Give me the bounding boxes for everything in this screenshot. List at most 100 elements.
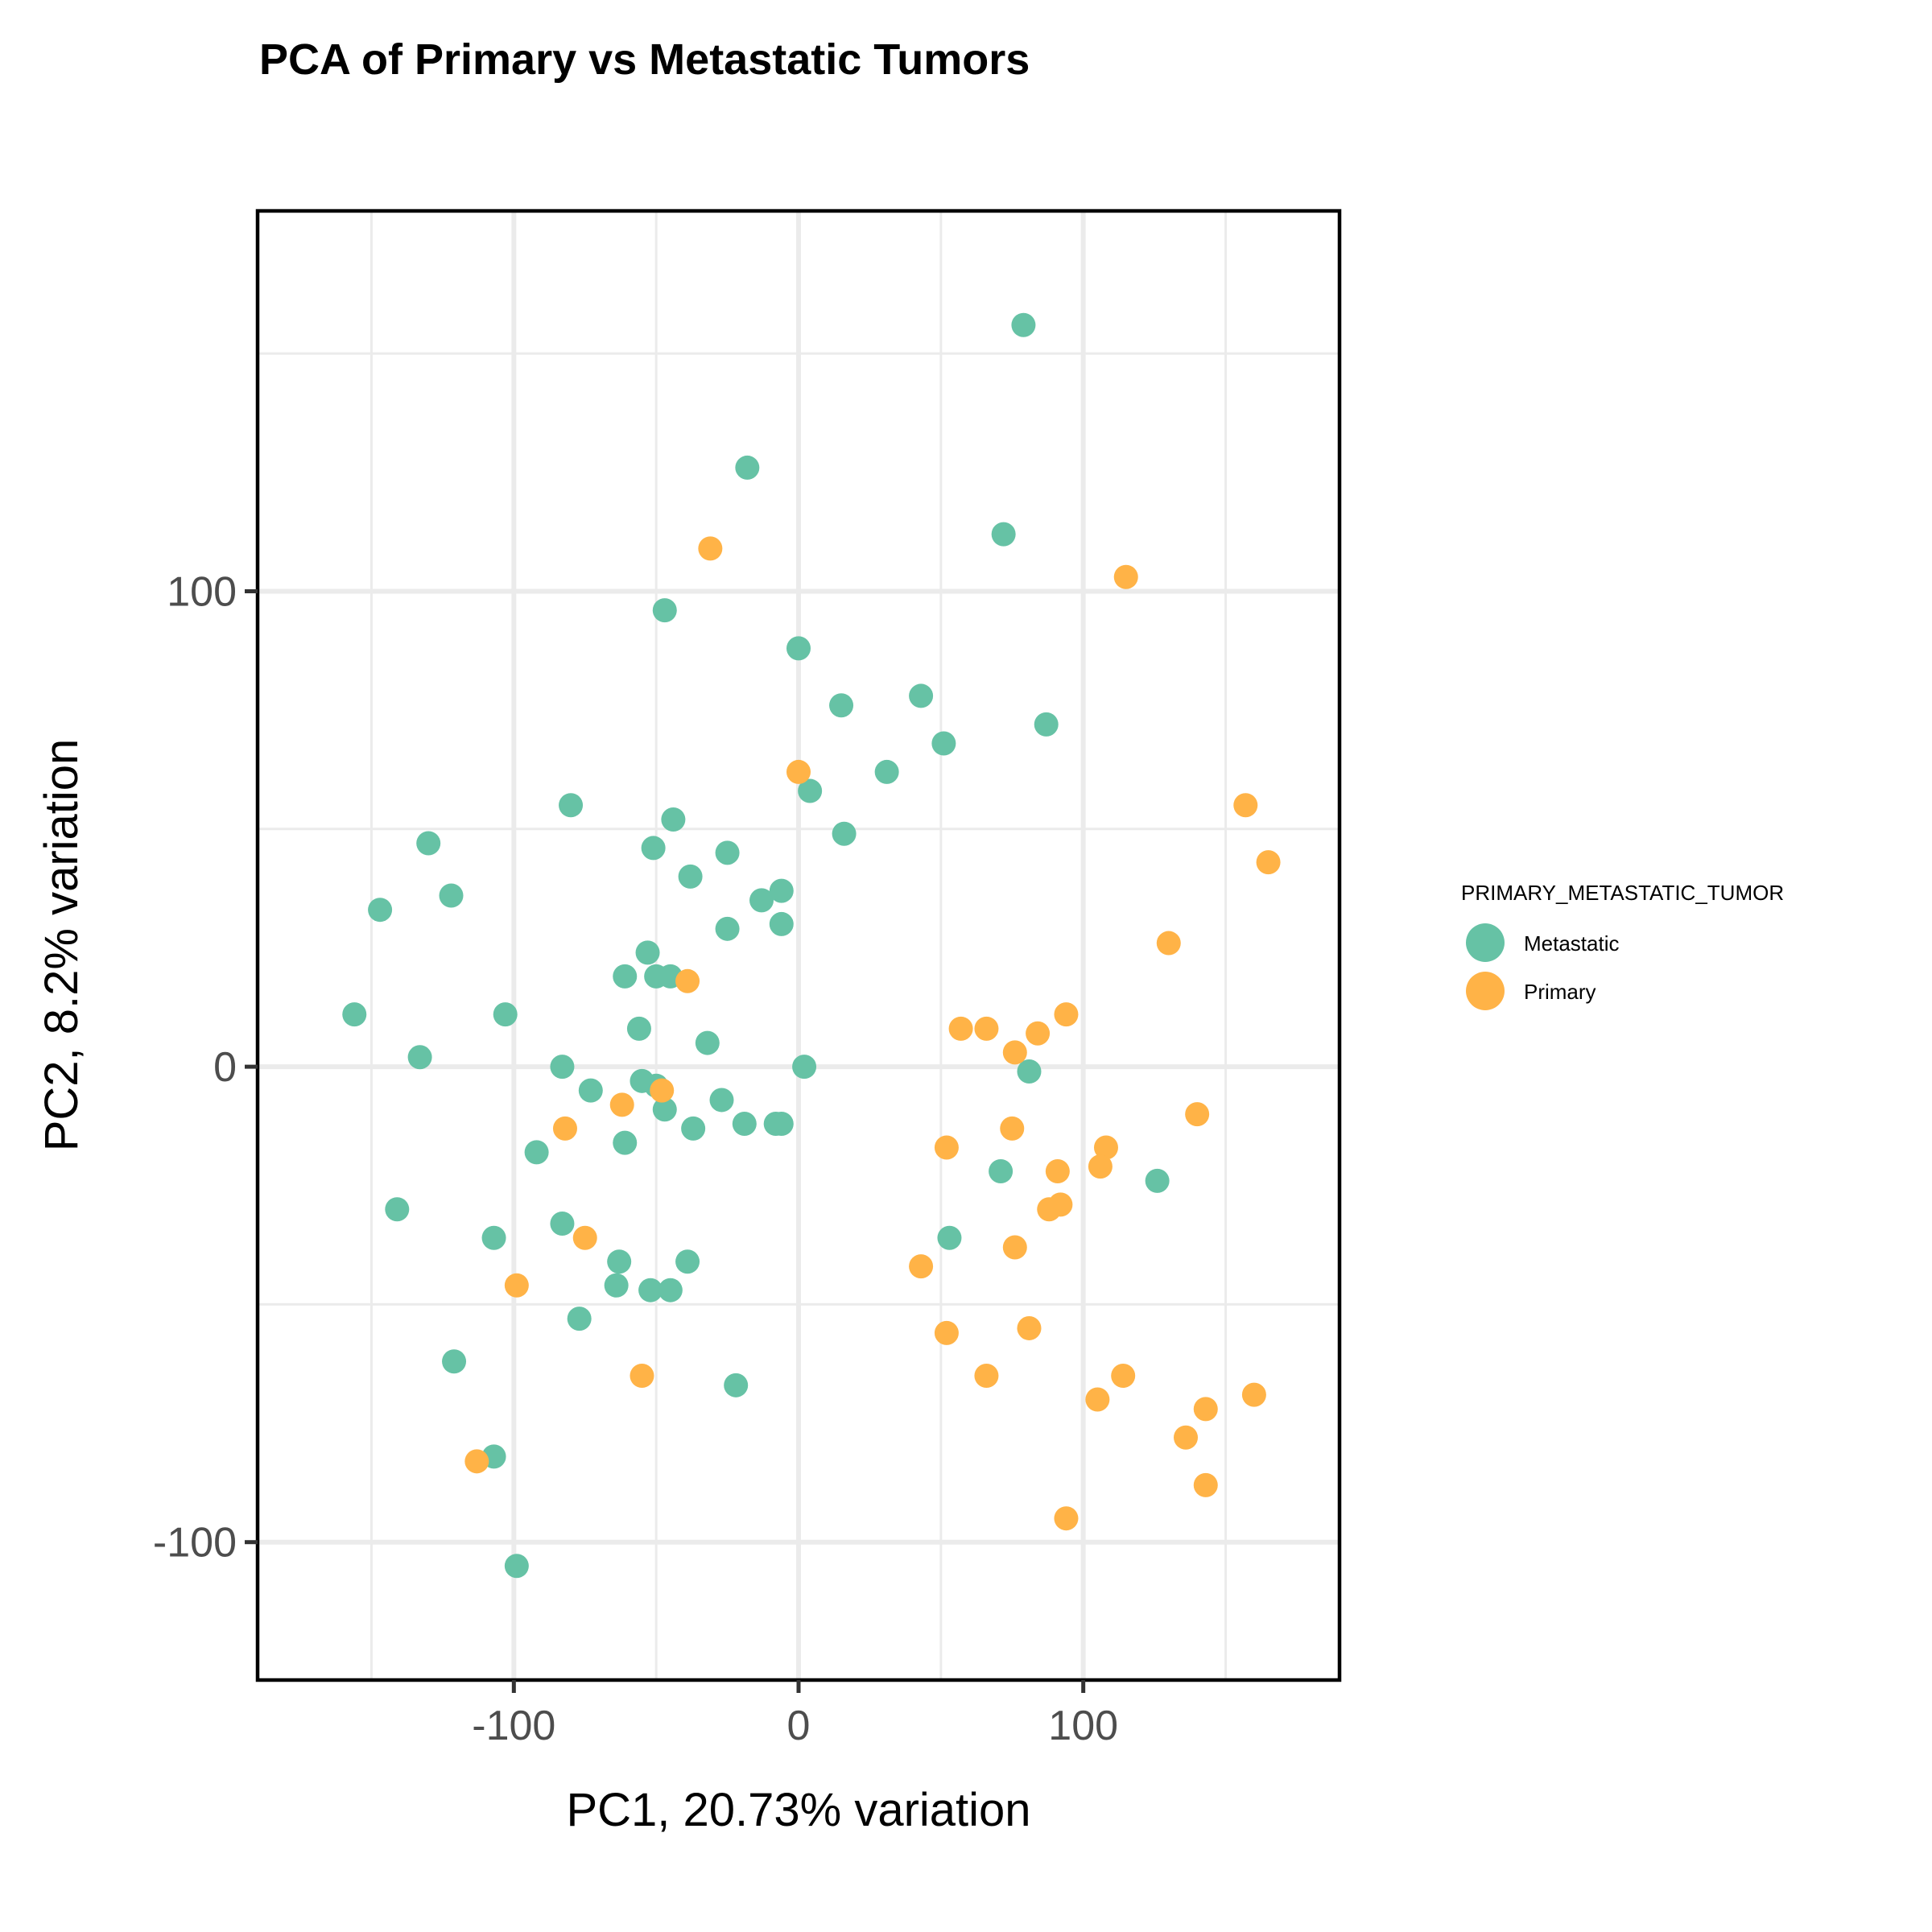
- point-metastatic: [407, 1045, 432, 1070]
- point-primary: [1256, 850, 1281, 875]
- point-primary: [630, 1364, 654, 1389]
- point-primary: [1000, 1116, 1025, 1141]
- legend-title: PRIMARY_METASTATIC_TUMOR: [1461, 881, 1784, 905]
- x-tick-label: -100: [472, 1703, 555, 1749]
- point-metastatic: [638, 1278, 663, 1302]
- point-primary: [609, 1092, 634, 1117]
- point-primary: [1045, 1159, 1070, 1184]
- point-primary: [909, 1254, 934, 1279]
- point-metastatic: [442, 1349, 467, 1374]
- point-metastatic: [613, 964, 638, 989]
- point-primary: [1037, 1197, 1062, 1222]
- point-metastatic: [559, 793, 584, 818]
- point-primary: [1093, 1135, 1118, 1160]
- point-metastatic: [874, 759, 899, 784]
- y-tick-label: -100: [153, 1520, 237, 1567]
- point-metastatic: [678, 864, 703, 889]
- point-metastatic: [342, 1002, 367, 1027]
- point-metastatic: [439, 883, 464, 908]
- point-metastatic: [829, 693, 854, 718]
- point-metastatic: [416, 831, 441, 856]
- point-primary: [1185, 1102, 1210, 1127]
- point-metastatic: [937, 1225, 962, 1250]
- point-metastatic: [786, 636, 811, 661]
- point-primary: [1026, 1021, 1051, 1046]
- point-metastatic: [991, 522, 1016, 547]
- point-metastatic: [735, 455, 760, 480]
- point-metastatic: [695, 1030, 720, 1055]
- point-primary: [1156, 931, 1181, 956]
- point-primary: [1054, 1506, 1079, 1531]
- point-metastatic: [604, 1273, 629, 1298]
- point-metastatic: [1145, 1168, 1170, 1193]
- point-primary: [464, 1449, 489, 1474]
- point-primary: [1233, 793, 1258, 818]
- point-metastatic: [792, 1055, 817, 1080]
- point-metastatic: [1017, 1059, 1042, 1084]
- legend: PRIMARY_METASTATIC_TUMOR Metastatic Prim…: [1461, 881, 1784, 1010]
- point-primary: [1193, 1472, 1218, 1497]
- legend-label-metastatic: Metastatic: [1524, 931, 1620, 956]
- point-primary: [650, 1078, 675, 1103]
- point-metastatic: [626, 1016, 651, 1041]
- point-metastatic: [909, 683, 934, 708]
- point-metastatic: [635, 940, 660, 965]
- point-primary: [1085, 1387, 1110, 1412]
- x-axis-title: PC1, 20.73% variation: [566, 1784, 1030, 1836]
- point-metastatic: [613, 1130, 638, 1155]
- point-metastatic: [798, 778, 823, 803]
- point-metastatic: [493, 1002, 518, 1027]
- point-metastatic: [504, 1554, 529, 1579]
- point-primary: [675, 968, 700, 993]
- point-metastatic: [675, 1249, 700, 1274]
- point-primary: [1088, 1154, 1113, 1179]
- point-primary: [786, 759, 811, 784]
- point-metastatic: [989, 1159, 1013, 1184]
- point-primary: [1241, 1382, 1266, 1407]
- x-tick-label: 100: [1048, 1703, 1118, 1749]
- point-metastatic: [661, 807, 686, 832]
- point-metastatic: [724, 1373, 749, 1397]
- point-metastatic: [769, 1111, 794, 1136]
- point-metastatic: [931, 731, 956, 756]
- point-primary: [552, 1116, 577, 1141]
- point-primary: [1174, 1425, 1199, 1450]
- point-metastatic: [732, 1111, 757, 1136]
- point-metastatic: [832, 821, 857, 846]
- point-metastatic: [607, 1249, 632, 1274]
- grid-lines: [258, 211, 1340, 1680]
- point-metastatic: [1011, 312, 1036, 337]
- point-primary: [974, 1016, 999, 1041]
- point-metastatic: [578, 1078, 603, 1103]
- legend-key-metastatic: [1466, 923, 1505, 962]
- y-tick-label: 100: [167, 568, 237, 615]
- point-primary: [934, 1320, 959, 1345]
- point-metastatic: [652, 1097, 677, 1122]
- point-primary: [1113, 564, 1138, 589]
- point-primary: [1054, 1002, 1079, 1027]
- point-primary: [974, 1364, 999, 1389]
- chart-title: PCA of Primary vs Metastatic Tumors: [259, 35, 1030, 84]
- point-primary: [934, 1135, 959, 1160]
- axis-ticks: -100 0 100 -100 0 100: [153, 568, 1118, 1749]
- point-metastatic: [1034, 712, 1059, 737]
- point-metastatic: [652, 598, 677, 623]
- legend-label-primary: Primary: [1524, 980, 1596, 1004]
- point-primary: [1002, 1040, 1027, 1065]
- point-metastatic: [715, 916, 740, 941]
- point-metastatic: [524, 1140, 549, 1165]
- point-metastatic: [368, 898, 393, 923]
- point-metastatic: [550, 1055, 575, 1080]
- data-points: [342, 312, 1281, 1579]
- legend-key-primary: [1466, 972, 1505, 1010]
- point-metastatic: [567, 1307, 592, 1331]
- point-primary: [1193, 1397, 1218, 1422]
- y-tick-label: 0: [213, 1044, 237, 1091]
- point-metastatic: [715, 840, 740, 865]
- point-metastatic: [481, 1225, 506, 1250]
- point-primary: [1002, 1235, 1027, 1260]
- point-primary: [948, 1016, 973, 1041]
- point-metastatic: [658, 1278, 683, 1302]
- point-primary: [572, 1225, 597, 1250]
